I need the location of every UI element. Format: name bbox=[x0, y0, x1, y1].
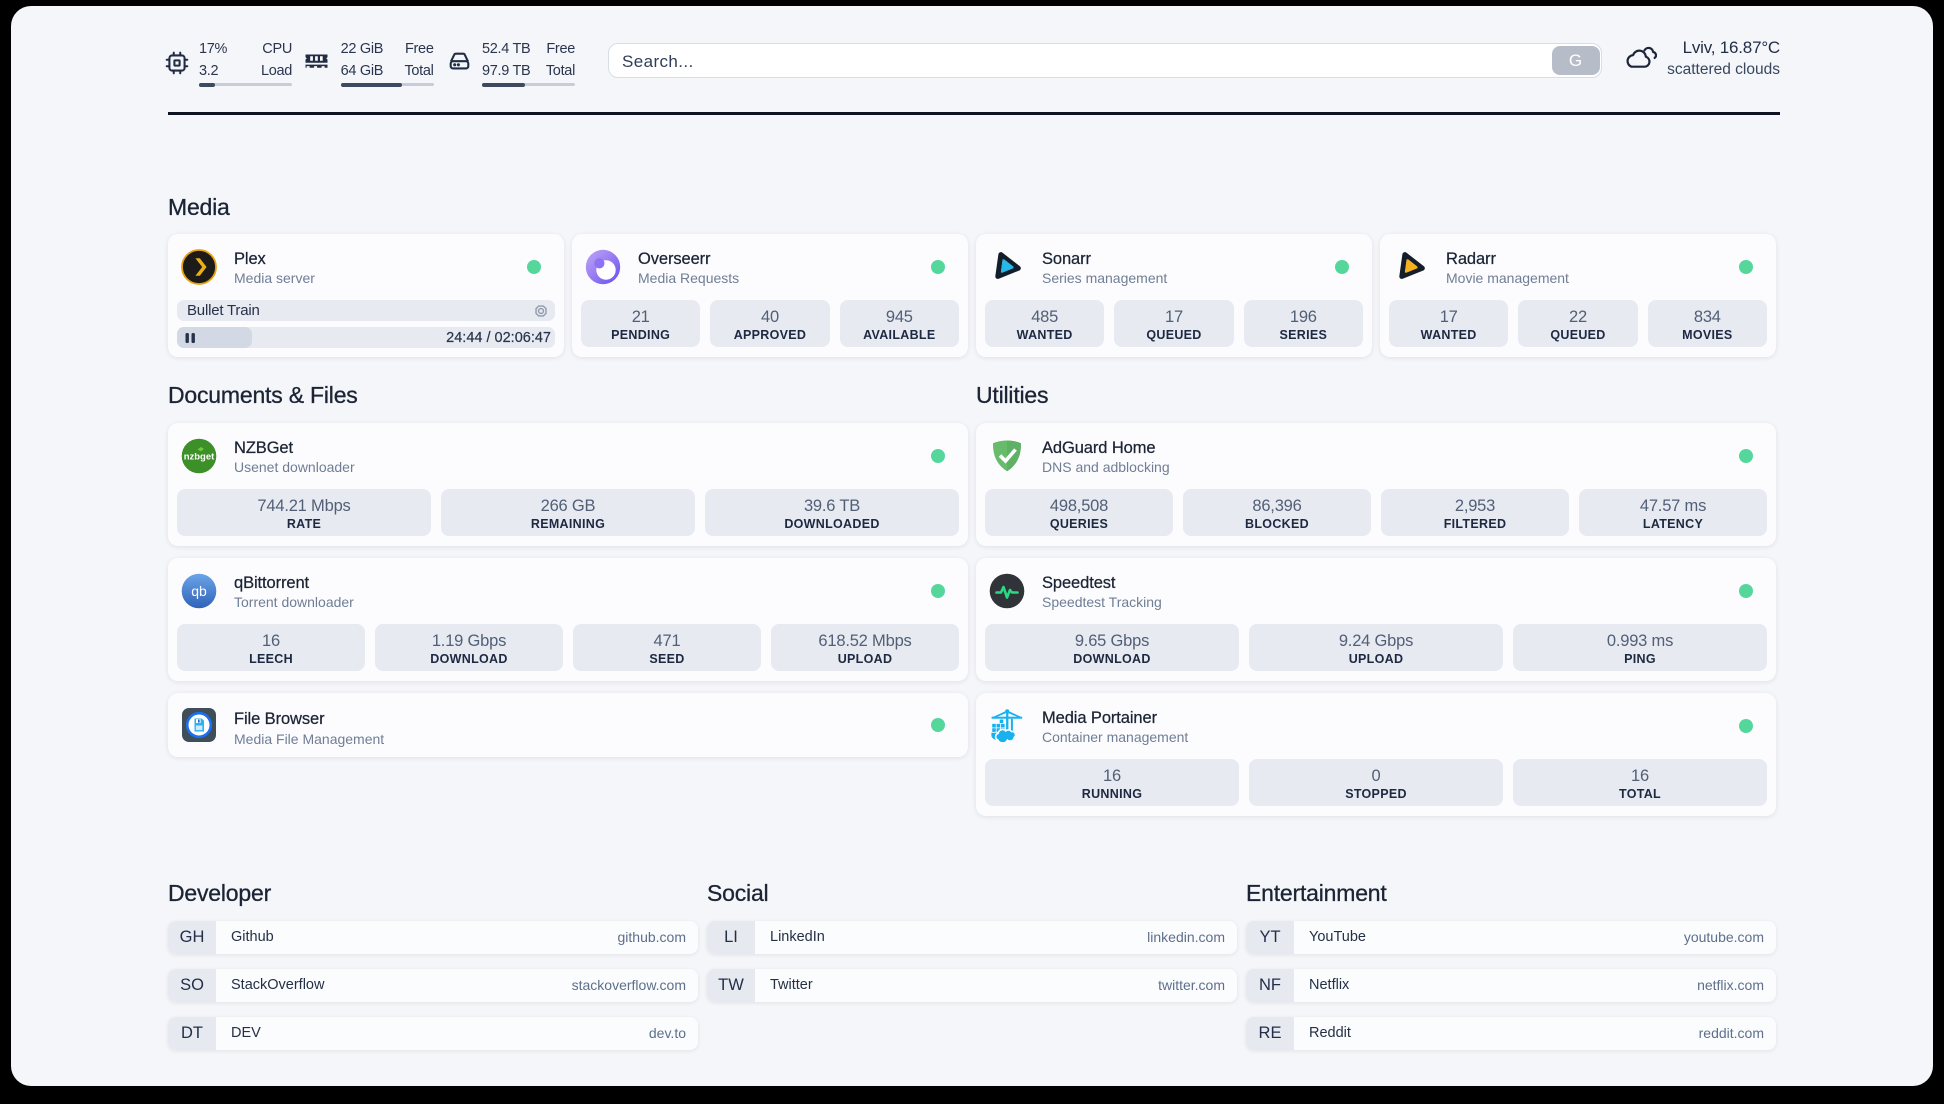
svg-text:qb: qb bbox=[191, 583, 207, 599]
svg-text:nzbget: nzbget bbox=[184, 452, 215, 463]
